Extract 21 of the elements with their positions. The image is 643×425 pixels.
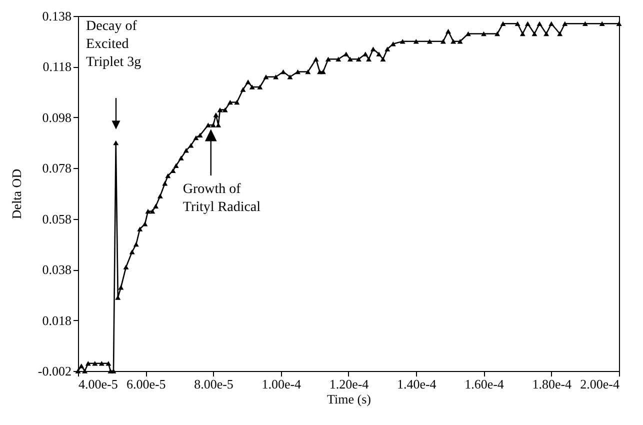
y-tick-label: -0.002 bbox=[38, 364, 72, 378]
x-tick-label: 1.20e-4 bbox=[329, 376, 370, 392]
y-tick-label: 0.018 bbox=[42, 312, 72, 328]
x-tick-label: 4.00e-5 bbox=[78, 376, 118, 392]
x-tick-label: 1.40e-4 bbox=[396, 376, 437, 392]
y-tick-label: 0.138 bbox=[42, 8, 72, 24]
y-tick-label: 0.078 bbox=[42, 160, 72, 176]
x-tick-label: 1.80e-4 bbox=[532, 376, 572, 392]
y-axis-title: Delta OD bbox=[8, 168, 24, 220]
x-tick-label: 6.00e-5 bbox=[126, 376, 166, 392]
annotation: Decay of Excited Triplet 3g bbox=[86, 19, 142, 70]
y-tick-label: 0.038 bbox=[42, 262, 72, 278]
y-tick-label: 0.098 bbox=[42, 110, 72, 125]
x-tick-label: 1.00e-4 bbox=[262, 376, 302, 392]
annotation: Growth of Trityl Radical bbox=[182, 182, 261, 216]
x-tick-label: 1.60e-4 bbox=[464, 376, 504, 392]
y-tick-label: 0.118 bbox=[42, 59, 72, 74]
y-tick-label: 0.058 bbox=[42, 211, 72, 226]
x-tick-label: 8.00e-5 bbox=[194, 376, 234, 392]
x-axis-title: Time (s) bbox=[327, 392, 371, 406]
x-tick-label: 2.00e-4 bbox=[580, 376, 620, 392]
